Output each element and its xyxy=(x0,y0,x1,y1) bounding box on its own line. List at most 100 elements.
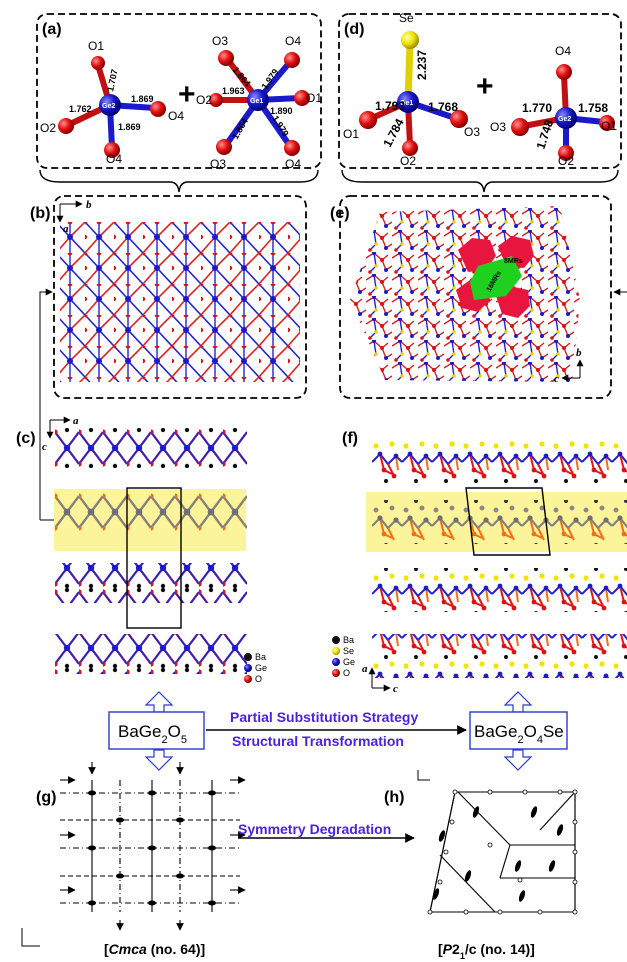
transformation-text: Structural Transformation xyxy=(232,733,404,749)
panel-e-label: (e) xyxy=(330,205,350,222)
plus-sign-a: + xyxy=(178,78,196,111)
panel-c-label: (c) xyxy=(16,430,36,447)
space-group-right: [P21/c (no. 14)] xyxy=(438,941,535,961)
atom-label-d-O2r: O2 xyxy=(558,154,574,168)
hollow-arrow-up-left xyxy=(144,691,174,713)
ring-highlights-e xyxy=(456,236,534,318)
layer-network-b xyxy=(60,222,300,382)
layer-f-2-highlight xyxy=(372,500,627,544)
atom-label-a-O4t: O4 xyxy=(285,34,301,48)
degradation-text: Symmetry Degradation xyxy=(238,821,391,837)
axes-b xyxy=(56,200,83,223)
atom-label-d-O2: O2 xyxy=(400,154,416,168)
layer-f-1 xyxy=(372,440,627,484)
atom-label-a-O2r: O2 xyxy=(196,93,212,107)
ge2-tetrahedron-d xyxy=(511,64,615,161)
hollow-arrow-up-right xyxy=(503,691,533,713)
symmetry-ellipses-p21c xyxy=(432,806,564,902)
legend-f-o: O xyxy=(343,668,350,678)
link-arrow-b-c xyxy=(39,288,53,520)
ge2-tetrahedron-a xyxy=(58,56,166,158)
ge1-se-tetrahedron-d xyxy=(359,31,468,156)
axis-label-b-a: a xyxy=(63,223,69,235)
ge1-octahedron-a xyxy=(209,50,310,156)
axis-label-f-a: a xyxy=(362,663,368,675)
bond-label-d-1793: 1.793 xyxy=(375,99,405,113)
ge1-center-label-d: Ge1 xyxy=(400,100,413,107)
ge2-center-label: Ge2 xyxy=(102,103,115,110)
bond-label-a-1869b: 1.869 xyxy=(118,122,141,132)
atom-label-d-Se: Se xyxy=(399,11,414,25)
compound-right: BaGe2O4Se xyxy=(474,722,564,746)
bond-label-d-1768: 1.768 xyxy=(428,100,458,114)
legend-c xyxy=(244,653,252,683)
legend-f-ge: Ge xyxy=(343,657,355,667)
axis-label-e-b: b xyxy=(576,347,582,359)
bond-label-a-1762: 1.762 xyxy=(69,104,92,114)
layer-c-3 xyxy=(55,563,247,603)
atom-label-a-O4r: O4 xyxy=(168,109,184,123)
bond-label-a-1869r: 1.869 xyxy=(131,94,154,104)
atom-label-d-O3r: O3 xyxy=(490,120,506,134)
bond-label-a-1963: 1.963 xyxy=(222,86,245,96)
ring-label-8mr: 8MRs xyxy=(504,258,523,265)
panel-b-label: (b) xyxy=(30,205,50,222)
panel-b-box xyxy=(53,195,307,399)
atom-label-d-O1: O1 xyxy=(343,127,359,141)
panel-h-label: (h) xyxy=(384,789,404,806)
panel-g-label: (g) xyxy=(36,789,56,806)
legend-c-o: O xyxy=(255,674,262,684)
layer-c-1 xyxy=(55,428,247,468)
ge1-center-label: Ge1 xyxy=(250,98,263,105)
compound-left: BaGe2O5 xyxy=(118,722,187,746)
layer-c-4 xyxy=(55,634,247,674)
panel-d-box xyxy=(338,13,622,169)
atom-label-d-O3: O3 xyxy=(464,125,480,139)
layer-f-4 xyxy=(372,634,627,678)
atom-label-d-O4: O4 xyxy=(555,44,571,58)
legend-c-ge: Ge xyxy=(255,663,267,673)
inversion-centers-p21c xyxy=(427,789,578,915)
hollow-arrow-down-left xyxy=(144,749,174,771)
bond-label-a-1864b: 1.864 xyxy=(230,116,250,141)
panel-a-box xyxy=(36,13,322,169)
legend-f-se: Se xyxy=(343,646,354,656)
axes-c xyxy=(46,416,71,439)
layer-f-3 xyxy=(372,568,627,612)
atom-label-d-O1r: O1 xyxy=(601,119,617,133)
ge2-center-label-d: Ge2 xyxy=(558,116,571,123)
strategy-text: Partial Substitution Strategy xyxy=(230,709,418,725)
axis-label-c-a: a xyxy=(73,415,79,427)
atom-label-a-O1: O1 xyxy=(88,39,104,53)
legend-c-ba: Ba xyxy=(255,652,266,662)
bond-label-d-2237: 2.237 xyxy=(415,50,429,80)
bond-label-a-1890: 1.890 xyxy=(270,106,293,116)
symmetry-ellipses-cmca xyxy=(88,790,216,906)
symmetry-diagram-p21c xyxy=(429,791,576,913)
unit-cell-c xyxy=(126,487,182,629)
axis-label-f-c: c xyxy=(393,683,398,695)
atom-label-a-O4b2: O4 xyxy=(285,157,301,171)
panel-f-label: (f) xyxy=(342,430,358,447)
origin-axes-g xyxy=(21,928,40,947)
unit-cell-f xyxy=(465,487,551,556)
atom-label-a-O3b: O3 xyxy=(210,157,226,171)
axes-f xyxy=(368,667,391,692)
atom-label-a-O2: O2 xyxy=(40,121,56,135)
space-group-left: [Cmca (no. 64)] xyxy=(104,941,205,957)
panel-e-box xyxy=(339,195,612,399)
atom-label-a-O3t: O3 xyxy=(212,34,228,48)
atom-label-a-O1r: O1 xyxy=(306,91,322,105)
brace-d xyxy=(341,169,619,193)
compound-box-left xyxy=(108,711,205,750)
compound-box-right xyxy=(469,711,568,750)
panel-d-label: (d) xyxy=(344,21,364,38)
legend-f xyxy=(332,636,340,677)
atom-label-a-O4b: O4 xyxy=(106,152,122,166)
plus-sign-d: + xyxy=(476,70,494,103)
axis-label-e-c: c xyxy=(554,373,559,385)
axis-label-c-c: c xyxy=(42,441,47,453)
panel-a-label: (a) xyxy=(42,21,62,38)
legend-f-ba: Ba xyxy=(343,635,354,645)
